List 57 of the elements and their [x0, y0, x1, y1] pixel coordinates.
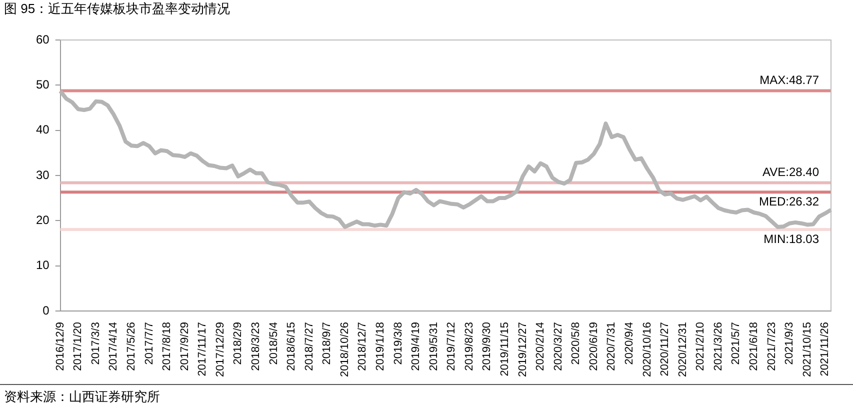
- text: 资料来源：山西证券研究所: [4, 388, 160, 405]
- y-tick-label: 50: [36, 77, 50, 92]
- x-tick-label: 2018/10/26: [338, 322, 351, 378]
- x-tick-label: 2020/12/31: [676, 322, 689, 378]
- x-tick-label: 2018/12/7: [356, 322, 369, 371]
- x-tick-label: 2021/11/26: [819, 322, 832, 376]
- x-tick-label: 2021/2/10: [694, 322, 707, 371]
- y-tick-label: 20: [36, 212, 50, 227]
- x-tick-label: 2016/12/9: [54, 322, 66, 371]
- x-tick-label: 2019/12/27: [516, 322, 529, 378]
- x-tick-label: 2018/9/7: [321, 322, 334, 365]
- x-tick-label: 2020/2/14: [534, 322, 547, 371]
- x-tick-label: 2020/6/19: [588, 322, 600, 371]
- x-tick-label: 2018/5/4: [268, 322, 280, 365]
- x-tick-label: 2017/11/17: [196, 322, 209, 376]
- x-tick-label: 2020/3/27: [552, 322, 564, 371]
- x-tick-label: 2017/4/14: [108, 322, 120, 371]
- x-tick-label: 2020/11/27: [659, 322, 672, 376]
- x-tick-label: 2018/7/27: [303, 322, 316, 371]
- x-tick-label: 2021/6/18: [748, 322, 760, 371]
- x-tick-label: 2019/11/15: [498, 322, 511, 376]
- y-tick-label: 60: [36, 32, 50, 46]
- x-tick-label: 2020/7/31: [606, 322, 618, 371]
- x-tick-label: 2021/9/3: [784, 322, 796, 365]
- x-tick-label: 2020/9/4: [623, 322, 636, 365]
- x-tick-label: 2017/12/29: [214, 322, 226, 378]
- x-tick-label: 2017/8/18: [161, 322, 174, 371]
- x-tick-label: 2017/1/20: [72, 322, 84, 371]
- x-tick-label: 2020/10/16: [641, 322, 654, 378]
- ref-line-label: MAX:48.77: [760, 73, 820, 88]
- x-tick-label: 2017/3/3: [90, 322, 102, 365]
- x-tick-label: 2019/8/23: [463, 322, 476, 371]
- x-tick-label: 2019/4/19: [410, 322, 422, 371]
- ref-line-label: MIN:18.03: [764, 232, 820, 246]
- x-tick-label: 2017/5/26: [126, 322, 138, 371]
- x-tick-label: 2021/7/23: [766, 322, 778, 371]
- x-tick-label: 2019/9/30: [481, 322, 494, 371]
- y-tick-label: 40: [36, 122, 50, 137]
- x-tick-label: 2021/10/15: [801, 322, 814, 378]
- x-tick-label: 2020/5/8: [570, 322, 582, 365]
- x-tick-label: 2018/2/9: [232, 322, 244, 365]
- x-tick-label: 2019/5/31: [428, 322, 440, 371]
- ref-line-label: AVE:28.40: [762, 165, 820, 180]
- y-tick-label: 10: [36, 258, 50, 272]
- x-tick-label: 2018/6/15: [286, 322, 298, 371]
- x-tick-label: 2019/7/12: [446, 322, 458, 371]
- x-tick-label: 2019/3/8: [392, 322, 404, 365]
- y-tick-label: 0: [42, 303, 50, 318]
- x-tick-label: 2019/1/18: [374, 322, 386, 371]
- y-tick-label: 30: [36, 168, 50, 182]
- x-tick-label: 2021/5/7: [730, 322, 742, 365]
- x-tick-label: 2018/3/23: [250, 322, 262, 371]
- x-tick-label: 2021/3/26: [712, 322, 724, 371]
- ref-line-label: MED:26.32: [758, 194, 820, 208]
- x-tick-label: 2017/9/29: [178, 322, 191, 371]
- chart-title: 图 95：近五年传媒板块市盈率变动情况: [4, 0, 230, 18]
- x-tick-label: 2017/7/7: [143, 322, 156, 365]
